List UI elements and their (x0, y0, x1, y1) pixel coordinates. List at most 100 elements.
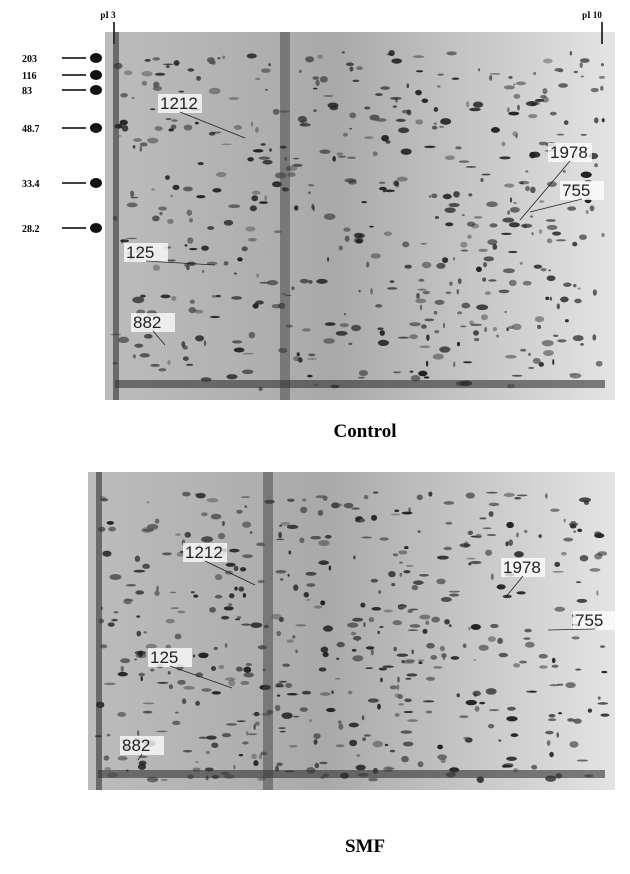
gel-spot (506, 327, 509, 332)
gel-spot (211, 691, 222, 695)
gel-spot (212, 188, 222, 193)
gel-spot (396, 684, 400, 691)
gel-spot (466, 101, 470, 108)
gel-spot (224, 643, 228, 648)
gel-spot (401, 755, 409, 763)
gel-spot (251, 753, 257, 759)
gel-spot (243, 672, 254, 678)
gel-spot (175, 533, 181, 536)
gel-spot (421, 261, 432, 269)
gel-spot (319, 76, 328, 83)
gel-spot (319, 149, 331, 154)
gel-spot (600, 63, 604, 67)
gel-spot (508, 250, 518, 254)
gel-spot (364, 106, 371, 110)
gel-spot (567, 718, 575, 722)
gel-spot (132, 296, 145, 304)
gel-spot (252, 149, 264, 153)
gel-spot (541, 339, 554, 347)
gel-spot (379, 330, 385, 336)
gel-spot (173, 60, 180, 66)
gel-spot (291, 286, 295, 291)
gel-spot (470, 623, 481, 630)
gel-spot (563, 537, 574, 542)
gel-spot (335, 330, 348, 336)
gel-spot (492, 327, 498, 332)
gel-spot (119, 119, 128, 126)
gel-spot (475, 533, 482, 539)
gel-spot (312, 205, 315, 212)
gel-spot (306, 599, 311, 601)
gel-spot (417, 659, 425, 662)
spot-label: 882 (122, 736, 150, 755)
gel-spot (229, 548, 240, 553)
gel-spot (305, 571, 317, 576)
gel-spot (598, 75, 606, 80)
gel-spot (443, 546, 452, 551)
gel-spot (359, 518, 366, 523)
gel-spot (250, 121, 254, 127)
leader-line (529, 198, 583, 213)
gel-spot (537, 324, 542, 330)
gel-spot (379, 626, 384, 628)
gel-spot (601, 118, 605, 123)
gel-spot (189, 299, 195, 304)
gel-spot (517, 104, 520, 111)
gel-spot (152, 264, 161, 271)
gel-spot (573, 718, 582, 724)
gel-spot (347, 156, 356, 159)
gel-spot (433, 122, 438, 125)
gel-spot (255, 77, 261, 81)
gel-spot (324, 534, 332, 539)
gel-spot (307, 374, 313, 378)
spot-label-bg (148, 648, 192, 667)
gel-spot (188, 247, 198, 251)
gel-spot (282, 663, 291, 667)
gel-spot (201, 536, 214, 543)
gel-spot (299, 707, 308, 712)
gel-spot (389, 685, 398, 690)
gel-spot (287, 498, 295, 502)
gel-spot (264, 89, 268, 91)
gel-spot (195, 700, 200, 706)
gel-spot (402, 241, 410, 248)
gel-spot (394, 509, 400, 513)
gel-spot (335, 744, 345, 748)
gel-spot (538, 534, 542, 538)
gel-spot (168, 128, 174, 132)
gel-spot (193, 309, 204, 314)
gel-spot (523, 637, 531, 640)
gel-spot (132, 145, 136, 149)
gel-spot (251, 713, 261, 716)
gel-spot (312, 76, 320, 80)
gel-spot (154, 126, 163, 131)
gel-spot (323, 95, 334, 97)
gel-spot (103, 755, 110, 761)
gel-spot (546, 224, 558, 231)
gel-spot (360, 602, 366, 608)
gel-spot (213, 646, 218, 651)
gel-spot (553, 334, 559, 337)
gel-spot (460, 325, 467, 328)
gel-spot (201, 688, 212, 692)
gel-spot (580, 58, 590, 63)
gel-spot (548, 269, 551, 272)
gel-spot (520, 348, 527, 352)
gel-spot (383, 231, 392, 236)
gel-spot (569, 373, 576, 376)
gel-spot (158, 368, 167, 372)
gel-spot (108, 526, 116, 532)
gel-spot (279, 730, 286, 733)
gel-spot (301, 690, 312, 695)
gel-spot (184, 244, 188, 247)
gel-spot (113, 611, 119, 614)
gel-spot (312, 87, 318, 90)
gel-spot (540, 268, 547, 272)
gel-spot (460, 241, 468, 248)
gel-spot (275, 685, 285, 688)
gel-spot (451, 77, 460, 80)
gel-spot (197, 162, 204, 166)
gel-spot (590, 87, 599, 93)
gel-spot (245, 662, 252, 667)
gel-spot (516, 591, 526, 595)
